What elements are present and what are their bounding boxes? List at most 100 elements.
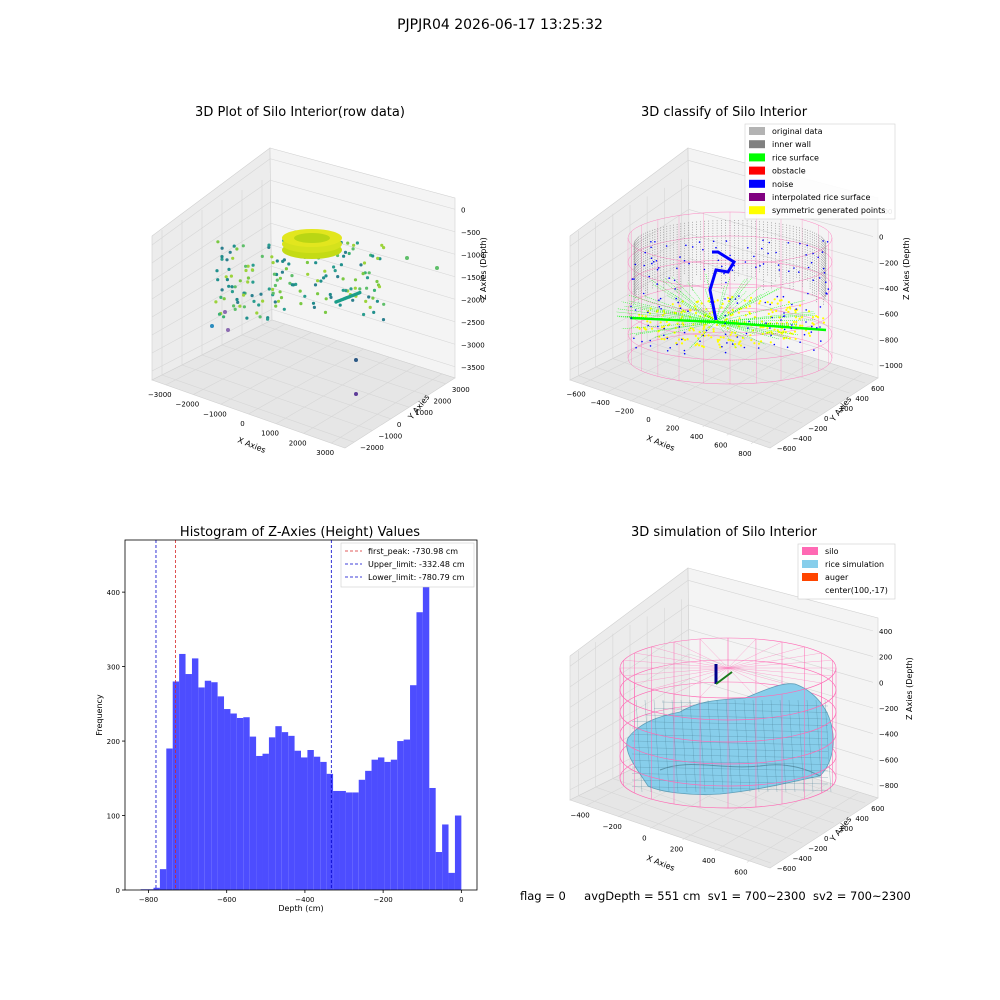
- symmetric-point: [662, 325, 666, 328]
- p4-y-tick-label: −600: [777, 865, 796, 873]
- symmetric-point: [648, 312, 652, 315]
- histogram-bar: [377, 757, 385, 890]
- histogram-y-tick-label: 300: [107, 664, 120, 672]
- rice-surface-point: [699, 321, 717, 334]
- raw-3d-plot: 3D Plot of Silo Interior(row data) −3000…: [148, 105, 488, 457]
- symmetric-point: [644, 315, 647, 318]
- raw-3d-point: [316, 292, 320, 296]
- noise-point: [755, 266, 757, 269]
- raw-3d-point: [274, 304, 278, 308]
- symmetric-point: [657, 330, 660, 333]
- noise-point: [724, 351, 727, 354]
- rice-surface-point: [667, 295, 717, 323]
- raw-3d-point: [381, 318, 386, 322]
- symmetric-point: [731, 309, 734, 312]
- noise-point: [675, 297, 677, 300]
- symmetric-point: [801, 324, 804, 327]
- symmetric-point: [739, 340, 742, 343]
- raw-3d-floor-pane: [151, 319, 456, 449]
- raw-3d-point: [375, 279, 379, 284]
- p1-x-tick-label: 1000: [261, 430, 279, 438]
- symmetric-point: [694, 334, 697, 337]
- p4-z-tick-label: 400: [879, 628, 892, 636]
- noise-point: [820, 340, 822, 342]
- noise-point: [726, 342, 728, 344]
- noise-point: [769, 303, 771, 306]
- noise-point: [656, 283, 658, 285]
- noise-point: [733, 264, 736, 267]
- noise-point: [641, 340, 643, 343]
- noise-point: [673, 279, 676, 282]
- symmetric-point: [807, 332, 811, 335]
- legend-frame: [340, 542, 475, 588]
- raw-3d-point: [242, 305, 246, 309]
- raw-3d-point: [358, 290, 362, 295]
- noise-point: [795, 308, 797, 310]
- raw-3d-point: [311, 301, 316, 305]
- noise-point: [783, 328, 786, 331]
- p4-y-tick-label: 600: [871, 805, 884, 813]
- avg-depth-text: avgDepth = 551 cm: [584, 889, 701, 903]
- raw-3d-point: [347, 251, 351, 256]
- noise-point: [705, 329, 708, 332]
- noise-point: [822, 267, 825, 270]
- symmetric-point: [719, 336, 722, 339]
- symmetric-point: [694, 311, 698, 315]
- noise-point: [644, 251, 646, 254]
- p1-x-tick-label: −2000: [176, 401, 200, 409]
- noise-point: [782, 315, 785, 318]
- histogram-title: Histogram of Z-Axies (Height) Values: [180, 525, 420, 540]
- symmetric-point: [710, 336, 713, 339]
- raw-3d-point: [220, 288, 224, 292]
- raw-3d-point: [278, 276, 282, 280]
- raw-3d-point: [271, 291, 275, 295]
- rice-surface-point: [653, 321, 717, 338]
- raw-3d-point: [251, 280, 255, 284]
- noise-point: [685, 244, 687, 247]
- raw-3d-point: [341, 277, 345, 281]
- symmetric-point: [734, 343, 737, 346]
- silo-roof-spoke: [727, 667, 822, 684]
- raw-3d-point: [241, 244, 245, 248]
- symmetric-point: [789, 307, 792, 310]
- symmetric-point: [723, 324, 726, 327]
- p1-z-tick-label: −1000: [461, 251, 485, 259]
- raw-3d-point: [258, 315, 262, 319]
- symmetric-point: [692, 329, 695, 332]
- noise-point: [650, 241, 652, 243]
- symmetric-point: [646, 320, 649, 323]
- noise-point: [657, 267, 660, 269]
- histogram-bar: [326, 773, 334, 890]
- symmetric-point: [703, 331, 706, 334]
- histogram-bar: [320, 761, 327, 890]
- noise-point: [747, 247, 749, 249]
- histogram-bar: [390, 759, 398, 890]
- symmetric-point: [766, 301, 769, 304]
- raw-3d-point: [352, 243, 356, 247]
- symmetric-point: [773, 328, 776, 331]
- histogram-bar: [454, 815, 462, 890]
- histogram-bar: [352, 792, 359, 890]
- histogram-x-tick-label: −200: [374, 896, 393, 904]
- noise-point: [777, 264, 780, 266]
- raw-3d-point: [275, 278, 279, 282]
- noise-point: [825, 281, 827, 284]
- p1-x-tick-label: −3000: [148, 391, 172, 399]
- raw-3d-point: [324, 297, 328, 301]
- noise-point: [813, 349, 815, 351]
- p4-z-tick-label: −200: [879, 705, 898, 713]
- legend-label: auger: [825, 573, 849, 582]
- symmetric-point: [787, 310, 790, 313]
- noise-point: [717, 259, 720, 262]
- raw-3d-point: [224, 275, 228, 279]
- silo-roof-spoke: [727, 638, 757, 669]
- noise-point: [757, 347, 760, 349]
- histogram-bar: [448, 872, 455, 890]
- symmetric-point: [812, 323, 815, 326]
- raw-3d-point: [214, 300, 218, 304]
- legend-swatch: [749, 193, 765, 201]
- histogram-bar: [371, 759, 378, 890]
- p4-y-tick-label: −200: [808, 845, 827, 853]
- p4-y-tick-label: −400: [793, 855, 812, 863]
- histogram-bar: [198, 687, 205, 890]
